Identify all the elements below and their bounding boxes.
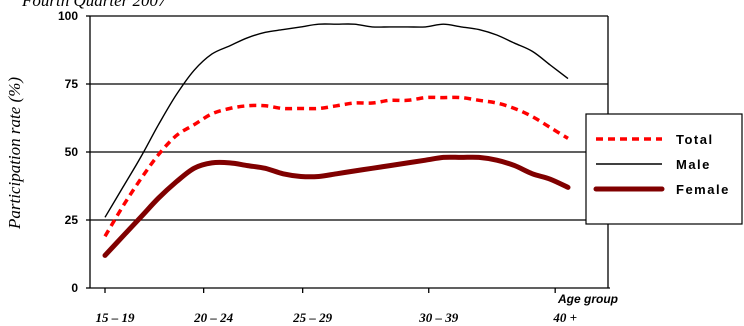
chart-title: Fourth Quarter 2007 xyxy=(21,0,168,10)
series-line-male xyxy=(104,23,569,218)
x-tick-label-25-29: 25 – 29 xyxy=(292,310,333,325)
legend-label-female: Female xyxy=(676,182,730,197)
y-tick-labels: 0 25 50 75 100 xyxy=(58,9,78,295)
axes xyxy=(86,15,610,293)
y-tick-label-100: 100 xyxy=(58,9,78,23)
legend-label-total: Total xyxy=(676,132,714,147)
x-axis-label: Age group xyxy=(557,292,618,306)
series-line-female xyxy=(102,154,571,258)
y-tick-label-75: 75 xyxy=(65,77,79,91)
y-axis-label: Participation rate (%) xyxy=(5,77,24,230)
series-line-total xyxy=(103,95,569,238)
series-lines xyxy=(102,23,571,258)
x-tick-label-20-24: 20 – 24 xyxy=(193,310,234,325)
legend-label-male: Male xyxy=(676,157,711,172)
y-tick-label-0: 0 xyxy=(71,281,78,295)
legend: Total Male Female xyxy=(585,113,743,225)
grid-lines xyxy=(90,15,608,221)
x-tick-labels: 15 – 19 20 – 24 25 – 29 30 – 39 40 + xyxy=(96,310,578,325)
x-tick-label-40: 40 + xyxy=(552,310,577,325)
y-tick-label-25: 25 xyxy=(65,213,79,227)
x-tick-label-15-19: 15 – 19 xyxy=(96,310,136,325)
x-tick-label-30-39: 30 – 39 xyxy=(418,310,459,325)
y-tick-label-50: 50 xyxy=(65,145,79,159)
legend-box xyxy=(585,113,743,225)
